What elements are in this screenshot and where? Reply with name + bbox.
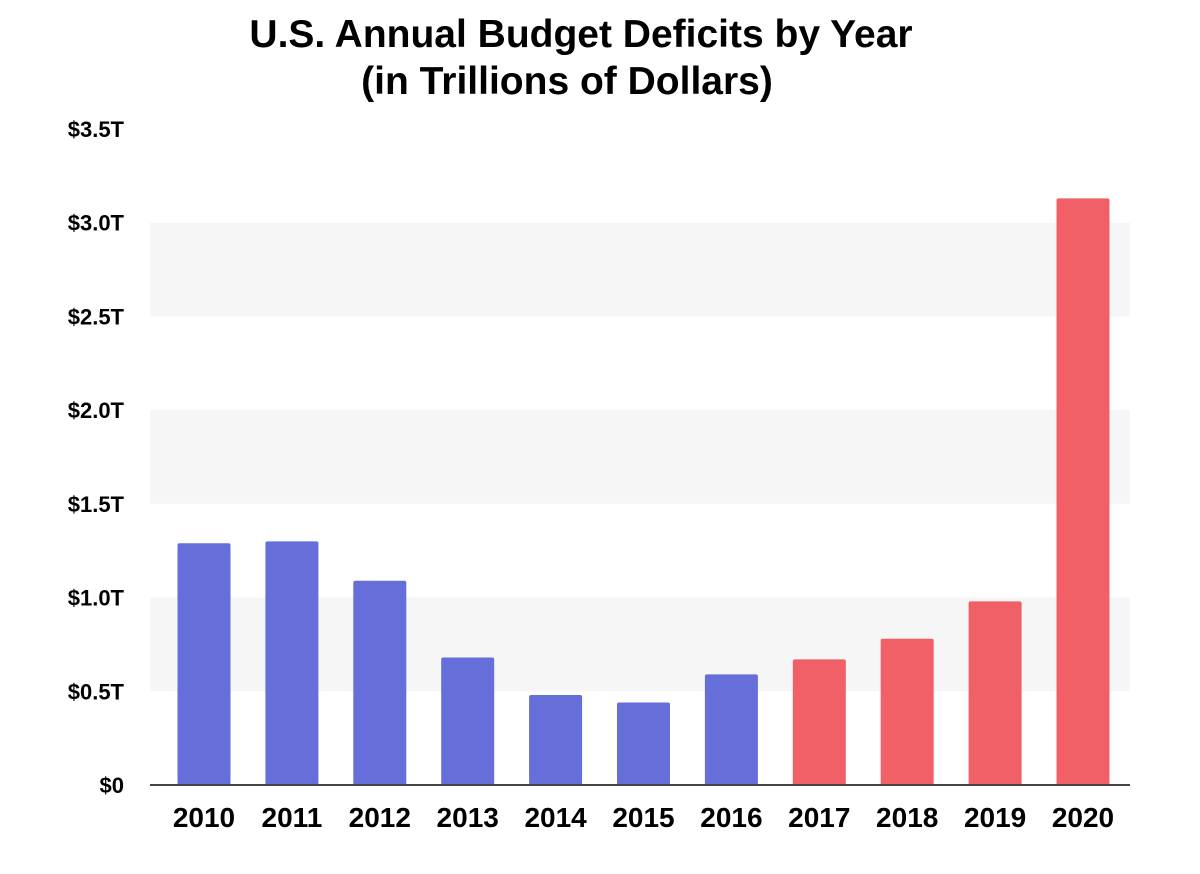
y-tick-label: $2.0T [68,398,125,423]
x-tick-label: 2013 [437,802,499,833]
x-tick-label: 2016 [700,802,762,833]
x-tick-label: 2014 [524,802,587,833]
x-tick-label: 2015 [612,802,674,833]
y-tick-label: $0.5T [68,679,125,704]
grid-band [150,222,1130,317]
bar-2011 [265,541,319,785]
grid-band [150,410,1130,504]
chart-title-line-2: (in Trillions of Dollars) [361,60,773,103]
bar-2010 [177,543,231,785]
y-tick-label: $1.0T [68,586,125,611]
bar-2017 [792,659,846,785]
x-tick-label: 2012 [349,802,411,833]
x-tick-label: 2010 [173,802,235,833]
x-tick-label: 2017 [788,802,850,833]
bar-2015 [617,702,670,785]
bar-2013 [441,657,495,785]
y-tick-label: $2.5T [68,304,125,329]
y-axis-ticks: $0 $0.5T $1.0T $1.5T $2.0T $2.5T $3.0T $3.5T [68,117,125,798]
y-tick-label: $3.0T [68,211,125,236]
grid-bands [150,222,1130,692]
x-tick-label: 2019 [964,802,1026,833]
x-tick-label: 2011 [262,802,323,833]
bar-2014 [529,695,583,785]
y-tick-label: $0 [100,773,124,798]
x-axis-ticks: 2010 2011 2012 2013 2014 2015 2016 2017 2018 2019… [173,802,1114,833]
bar-2012 [353,580,407,785]
bar-2019 [968,601,1022,785]
bar-2018 [880,638,934,785]
x-tick-label: 2020 [1052,802,1114,833]
x-tick-label: 2018 [876,802,938,833]
bar-2016 [704,674,758,785]
bars-group [177,198,1110,785]
chart-title-line-1: U.S. Annual Budget Deficits by Year [249,13,912,56]
y-tick-label: $3.5T [68,117,125,142]
y-tick-label: $1.5T [68,492,125,517]
bar-2020 [1056,198,1110,785]
